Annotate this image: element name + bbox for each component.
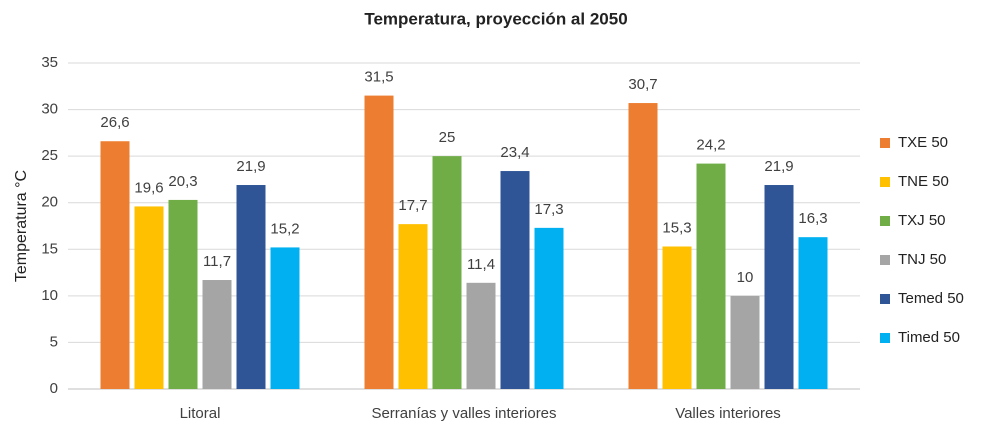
legend-label: TXJ 50 (898, 212, 946, 229)
bar (628, 103, 658, 390)
chart-title: Temperatura, proyección al 2050 (364, 9, 627, 28)
legend-label: Temed 50 (898, 290, 964, 307)
data-label: 17,7 (398, 197, 427, 214)
data-label: 20,3 (168, 173, 197, 190)
bar (696, 163, 726, 389)
bar (236, 185, 266, 389)
legend-label: TNJ 50 (898, 251, 946, 268)
data-label: 21,9 (236, 158, 265, 175)
bar (134, 206, 164, 389)
bar (168, 199, 198, 389)
y-tick-label: 30 (41, 101, 58, 118)
bar (500, 171, 530, 389)
legend-label: TNE 50 (898, 173, 949, 190)
bar (432, 156, 462, 389)
legend-swatch (880, 333, 890, 343)
data-label: 30,7 (628, 76, 657, 93)
bar (100, 141, 130, 389)
bar (534, 227, 564, 389)
y-tick-label: 35 (41, 54, 58, 71)
data-label: 17,3 (534, 201, 563, 218)
data-label: 26,6 (100, 114, 129, 131)
bar (270, 247, 300, 389)
x-tick-label: Serranías y valles interiores (371, 405, 556, 422)
data-label: 23,4 (500, 144, 529, 161)
bar (764, 185, 794, 389)
y-tick-label: 15 (41, 240, 58, 257)
y-axis-label: Temperatura °C (13, 170, 30, 282)
data-label: 10 (737, 269, 754, 286)
data-label: 15,2 (270, 220, 299, 237)
legend-swatch (880, 255, 890, 265)
x-tick-label: Valles interiores (675, 405, 781, 422)
legend-swatch (880, 177, 890, 187)
legend-swatch (880, 138, 890, 148)
bar (730, 295, 760, 389)
bar (662, 246, 692, 389)
data-label: 11,7 (203, 253, 231, 270)
y-tick-label: 25 (41, 147, 58, 164)
y-tick-label: 20 (41, 194, 58, 211)
legend-swatch (880, 216, 890, 226)
bar (364, 95, 394, 389)
data-label: 25 (439, 129, 456, 146)
data-label: 15,3 (662, 219, 691, 236)
y-tick-label: 5 (50, 333, 58, 350)
bar (798, 237, 828, 389)
data-label: 16,3 (798, 210, 827, 227)
bar (466, 282, 496, 389)
bar (202, 280, 232, 389)
y-tick-label: 0 (50, 380, 58, 397)
legend-label: Timed 50 (898, 329, 960, 346)
legend-label: TXE 50 (898, 134, 948, 151)
y-tick-label: 10 (41, 287, 58, 304)
data-label: 31,5 (364, 69, 393, 86)
data-label: 24,2 (696, 137, 725, 154)
bar (398, 224, 428, 389)
legend-swatch (880, 294, 890, 304)
data-label: 21,9 (764, 158, 793, 175)
data-label: 11,4 (467, 256, 495, 273)
x-tick-label: Litoral (180, 405, 221, 422)
data-label: 19,6 (134, 179, 163, 196)
